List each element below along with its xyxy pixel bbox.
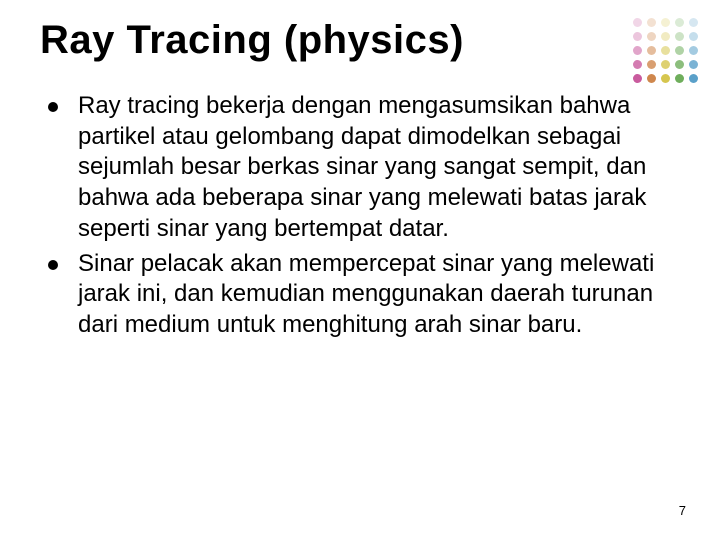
- page-number: 7: [679, 503, 686, 518]
- slide: Ray Tracing (physics) Ray tracing bekerj…: [0, 0, 720, 540]
- decor-dot: [661, 60, 670, 69]
- decorative-dots-grid: [633, 18, 698, 83]
- decor-dot: [689, 18, 698, 27]
- slide-title: Ray Tracing (physics): [40, 18, 680, 63]
- decor-dot: [675, 46, 684, 55]
- decor-dot: [647, 46, 656, 55]
- decor-dot: [675, 32, 684, 41]
- decor-dot: [647, 60, 656, 69]
- decor-dot: [633, 60, 642, 69]
- decor-dot: [689, 46, 698, 55]
- decor-dot: [689, 74, 698, 83]
- decor-dot: [633, 32, 642, 41]
- bullet-text: Sinar pelacak akan mempercepat sinar yan…: [78, 249, 680, 341]
- decor-dot: [675, 18, 684, 27]
- decor-dot: [647, 74, 656, 83]
- decor-dot: [647, 18, 656, 27]
- decor-dot: [689, 60, 698, 69]
- decor-dot: [647, 32, 656, 41]
- decor-dot: [675, 60, 684, 69]
- decor-dot: [661, 46, 670, 55]
- decor-dot: [661, 74, 670, 83]
- bullet-text: Ray tracing bekerja dengan mengasumsikan…: [78, 91, 680, 245]
- list-item: Ray tracing bekerja dengan mengasumsikan…: [48, 91, 680, 245]
- decor-dot: [633, 74, 642, 83]
- decor-dot: [675, 74, 684, 83]
- decor-dot: [661, 32, 670, 41]
- bullet-list: Ray tracing bekerja dengan mengasumsikan…: [40, 91, 680, 341]
- bullet-icon: [48, 102, 58, 112]
- decor-dot: [689, 32, 698, 41]
- decor-dot: [633, 18, 642, 27]
- decor-dot: [633, 46, 642, 55]
- bullet-icon: [48, 260, 58, 270]
- list-item: Sinar pelacak akan mempercepat sinar yan…: [48, 249, 680, 341]
- decor-dot: [661, 18, 670, 27]
